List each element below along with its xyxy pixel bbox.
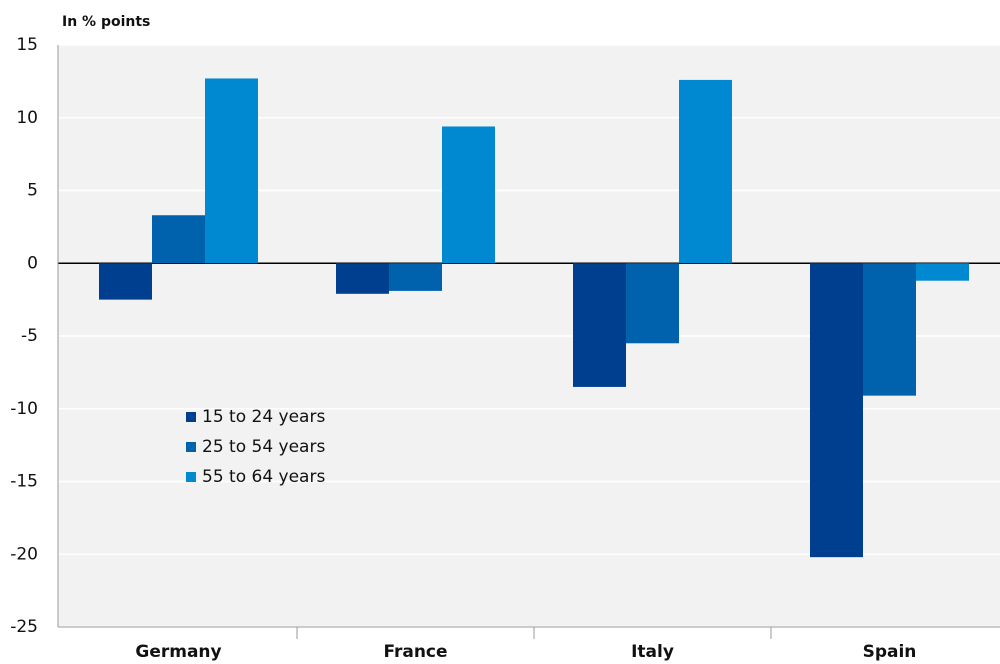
x-tick-label: France xyxy=(383,642,447,662)
x-tick-label: Germany xyxy=(135,642,221,662)
bar xyxy=(152,215,205,264)
y-tick-label: 15 xyxy=(16,35,38,55)
legend-label: 15 to 24 years xyxy=(202,407,325,427)
bar xyxy=(810,263,863,558)
legend-label: 55 to 64 years xyxy=(202,467,325,487)
bar xyxy=(863,263,916,396)
bar xyxy=(389,263,442,291)
y-tick-label: -25 xyxy=(10,617,38,637)
bar xyxy=(916,263,969,281)
legend-swatch xyxy=(186,472,196,482)
y-tick-label: -15 xyxy=(10,472,38,492)
legend-label: 25 to 54 years xyxy=(202,437,325,457)
y-axis-label: In % points xyxy=(62,14,150,30)
y-tick-label: -10 xyxy=(10,399,38,419)
y-tick-label: 5 xyxy=(27,181,38,201)
y-tick-label: -20 xyxy=(10,544,38,564)
bar xyxy=(679,79,732,264)
y-tick-label: 0 xyxy=(27,253,38,273)
y-tick-label: 10 xyxy=(16,108,38,128)
legend-swatch xyxy=(186,442,196,452)
x-tick-label: Italy xyxy=(631,642,674,662)
y-tick-label: -5 xyxy=(21,326,38,346)
bar xyxy=(205,78,258,264)
bar xyxy=(99,263,152,300)
bar xyxy=(442,126,495,264)
x-tick-label: Spain xyxy=(863,642,917,662)
bar xyxy=(626,263,679,344)
bar xyxy=(336,263,389,294)
bar xyxy=(573,263,626,387)
legend-swatch xyxy=(186,412,196,422)
